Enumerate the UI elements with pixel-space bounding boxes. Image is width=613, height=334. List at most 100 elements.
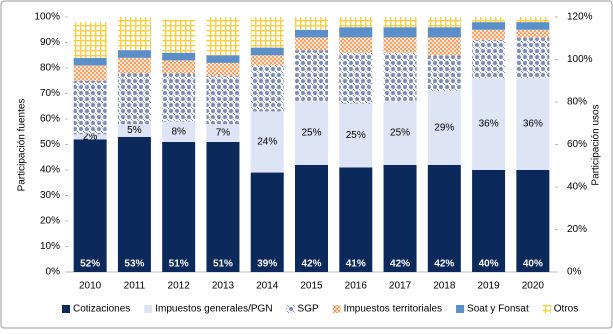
legend-swatch — [286, 305, 295, 313]
x-tick-label: 2017 — [389, 281, 412, 292]
bar-segment — [472, 39, 506, 79]
bar-segment — [162, 73, 196, 122]
bar-segment — [339, 17, 373, 28]
bar-segment — [206, 17, 240, 56]
x-tick-label: 2019 — [477, 281, 500, 292]
bar-segment — [516, 29, 550, 38]
bar-segment — [117, 73, 151, 125]
bar-segment — [383, 17, 417, 28]
x-tick-label: 2012 — [168, 281, 191, 292]
data-label: 52% — [80, 259, 100, 270]
bar-segment — [206, 141, 240, 272]
bar-segment — [472, 29, 506, 40]
bar-segment — [162, 121, 196, 142]
bar-segment — [339, 37, 373, 53]
data-label: 36% — [523, 119, 543, 130]
bar-segment — [73, 80, 107, 135]
y-tick-label: 30% — [40, 190, 60, 201]
bar-segment — [73, 22, 107, 58]
x-tick-label: 2011 — [124, 281, 146, 292]
bar-segment — [295, 37, 328, 51]
y-tick-label: 50% — [40, 139, 60, 150]
bar-segment — [427, 90, 461, 165]
bar-segment — [250, 172, 284, 272]
data-label: 25% — [390, 128, 410, 139]
data-label: 42% — [390, 259, 410, 270]
bar-segment — [295, 17, 328, 30]
bar-segment — [516, 17, 550, 23]
bar-segment — [117, 136, 151, 272]
x-tick-label: 2015 — [300, 281, 323, 292]
bar-segment — [516, 170, 550, 272]
y-tick-label: 10% — [40, 241, 60, 252]
x-tick-label: 2014 — [256, 281, 279, 292]
bar-segment — [250, 55, 284, 66]
data-label: 51% — [169, 259, 189, 270]
data-label: 42% — [301, 259, 321, 270]
legend-label: Impuestos territoriales — [344, 304, 442, 315]
bar-segment — [162, 52, 196, 61]
data-label: 51% — [213, 259, 233, 270]
legend-label: SGP — [298, 304, 319, 315]
y-tick-label: 0% — [46, 267, 61, 278]
bar-segment — [250, 47, 284, 56]
bar-segment — [472, 17, 506, 23]
data-label: 41% — [346, 259, 366, 270]
y-tick-label: 20% — [40, 216, 60, 227]
bar-segment — [427, 55, 461, 91]
data-label: 24% — [257, 137, 277, 148]
bar-segment — [295, 29, 328, 38]
data-label: 25% — [346, 130, 366, 141]
legend-label: Cotizaciones — [73, 304, 130, 315]
bar-segment — [206, 62, 240, 76]
bar-segment — [117, 57, 151, 74]
bar-segment — [472, 78, 506, 170]
bar-segment — [295, 101, 328, 165]
x-tick-label: 2020 — [522, 281, 545, 292]
y2-tick-label: 100% — [567, 54, 593, 65]
y-tick-label: 60% — [40, 114, 60, 125]
bar-segment — [250, 65, 284, 112]
data-label: 36% — [479, 119, 499, 130]
bar-segment — [427, 27, 461, 38]
bar-segment — [472, 170, 506, 272]
legend-swatch — [144, 305, 153, 313]
bar-segment — [206, 75, 240, 125]
bar-segment — [295, 50, 328, 102]
y-tick-label: 40% — [40, 165, 60, 176]
data-label: 2% — [83, 131, 98, 142]
data-label: 29% — [434, 123, 454, 134]
legend-swatch — [542, 305, 551, 313]
data-label: 39% — [257, 259, 277, 270]
bar-segment — [162, 141, 196, 272]
y2-axis-label: Participación usos — [591, 104, 602, 185]
bar-segment — [516, 78, 550, 170]
legend-label: Impuestos generales/PGN — [155, 304, 272, 315]
bar-segment — [383, 52, 417, 102]
y2-tick-label: 120% — [567, 12, 593, 23]
y2-tick-label: 80% — [567, 97, 587, 108]
bar-segment — [73, 57, 107, 66]
data-label: 40% — [479, 259, 499, 270]
data-label: 42% — [434, 259, 454, 270]
bar-segment — [295, 164, 328, 272]
bar-segment — [339, 103, 373, 168]
x-tick-label: 2016 — [345, 281, 368, 292]
x-tick-label: 2013 — [212, 281, 235, 292]
bar-segment — [162, 19, 196, 53]
bar-segment — [206, 124, 240, 142]
data-label: 5% — [127, 125, 142, 136]
bar-segment — [339, 52, 373, 104]
x-tick-label: 2018 — [433, 281, 456, 292]
bar-segment — [383, 37, 417, 53]
bar-segment — [117, 50, 151, 58]
legend-swatch — [332, 305, 341, 313]
y-tick-label: 80% — [40, 63, 60, 74]
bar-segment — [73, 65, 107, 81]
y-axis-label: Participación fuentes — [17, 99, 28, 192]
bar-segment — [117, 17, 151, 51]
y2-tick-label: 40% — [567, 182, 587, 193]
bar-segment — [383, 164, 417, 272]
bar-segment — [73, 139, 107, 272]
